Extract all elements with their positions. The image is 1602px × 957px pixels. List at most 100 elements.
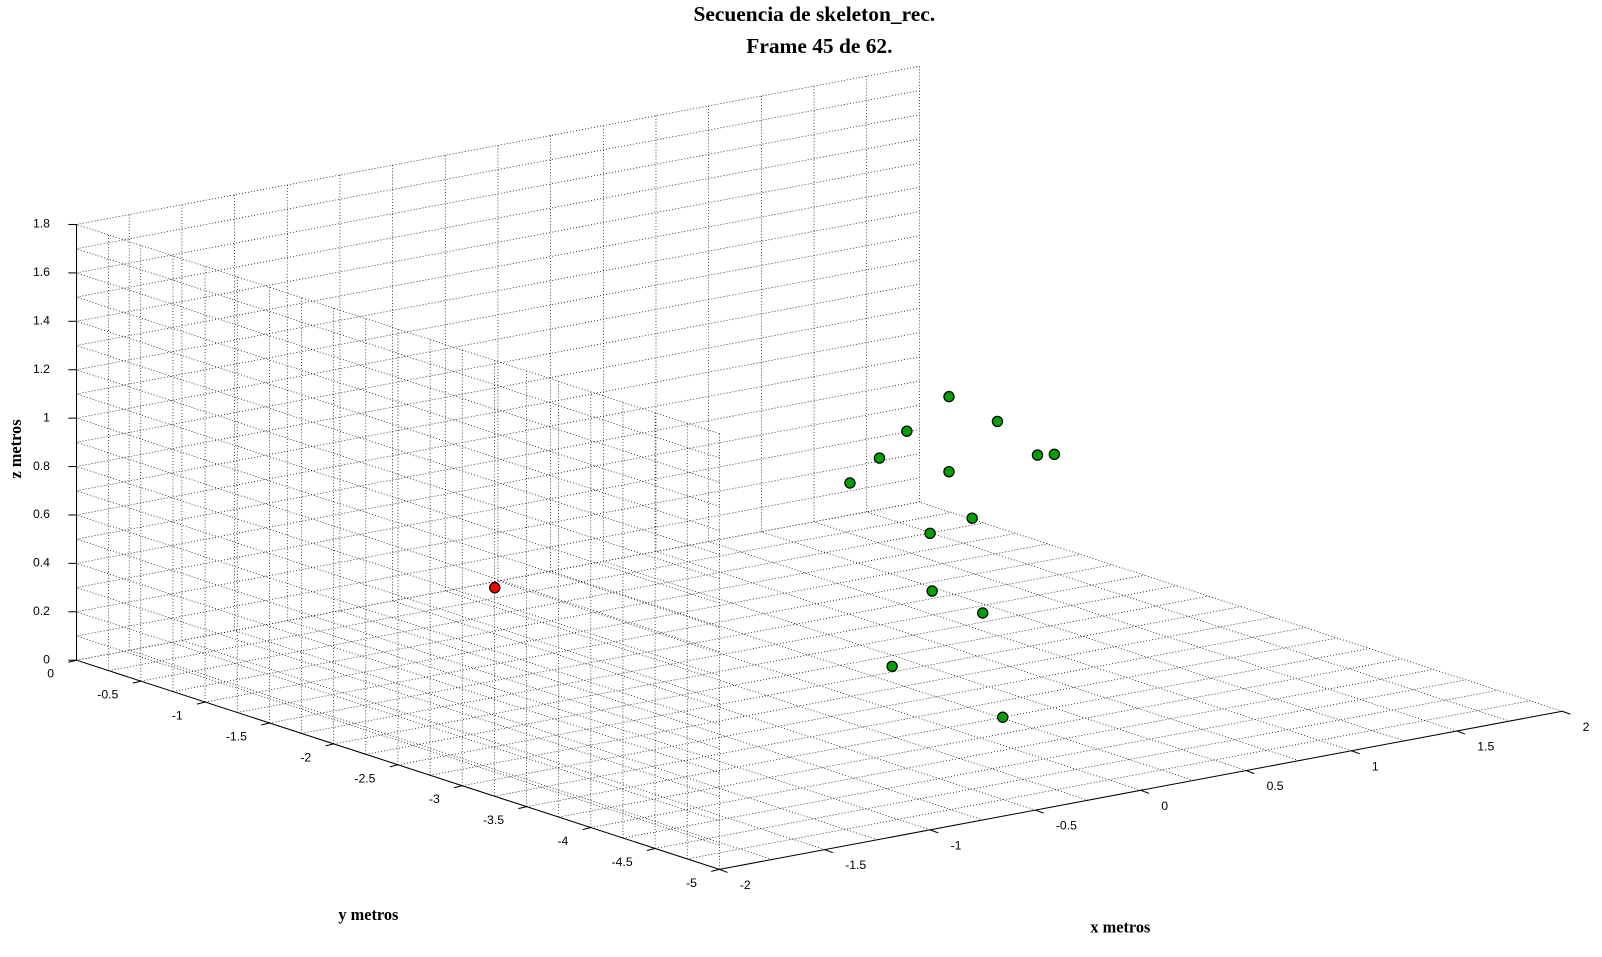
z-tick-label: 1.4 [33,314,50,328]
point [943,390,955,403]
grid-line [76,501,920,661]
z-tick-label: 1.6 [33,265,50,279]
y-tick-label: -1 [172,709,183,723]
grid-line [76,563,720,773]
point [489,581,501,594]
x-tick-label: 1.5 [1477,740,1494,754]
point [966,512,978,524]
grid-line [129,649,773,860]
grid-line [76,635,720,846]
grid-line [76,332,920,492]
y-tick [582,827,591,831]
grid-line [497,580,1141,791]
grid-line [76,235,920,395]
x-tick-label: -2 [740,878,751,892]
grid-line [234,630,878,841]
y-tick [646,847,656,851]
grid-line [76,162,920,322]
grid-line [76,283,920,443]
point [844,477,856,489]
grid-line [237,553,1081,713]
z-tick-label: 1.8 [33,217,50,231]
y-tick [711,868,720,872]
grid-line [76,224,720,435]
grid-line [76,248,720,459]
point [901,425,913,437]
y-tick-label: -0.5 [97,688,118,702]
x-tick [1245,770,1255,775]
z-tick-label: 0.8 [33,459,50,473]
grid-line [76,404,920,564]
z-tick-label: 1 [43,410,50,424]
grid-line [76,611,720,822]
y-tick [132,680,141,684]
x-tick [929,829,939,834]
grid-line [108,512,952,672]
y-tick-label: -3 [429,792,440,806]
grid-line [397,606,1241,766]
x-tick-label: -1.5 [845,858,866,872]
grid-line [76,393,720,604]
point [926,585,938,597]
grid-line [550,570,1194,781]
grid-line [813,521,1457,732]
point [976,607,989,619]
x-tick-label: 0 [1161,799,1168,813]
z-tick-label: 0.6 [33,507,50,521]
grid-line [76,259,920,419]
x-tick-label: -0.5 [1056,819,1077,833]
grid-line [445,590,1089,801]
chart-subtitle: Frame 45 de 62. [746,34,892,58]
grid-line [76,296,720,507]
z-axis-label: z metros [6,419,25,478]
y-tick-label: -2.5 [354,771,375,785]
grid-line [76,417,720,628]
grid-line [76,65,920,225]
x-tick [1351,750,1360,755]
grid-line [76,320,720,531]
grid-line [655,551,1299,761]
x-tick [719,868,728,873]
grid-line [708,541,1352,752]
point [997,711,1009,723]
grid-line [76,490,720,701]
grid-line [140,522,984,682]
grid-line [287,620,931,831]
grid-line [76,477,920,637]
grid-line [76,369,720,580]
grid-line [76,587,720,798]
y-tick-label: -4.5 [612,855,633,869]
y-tick [518,806,527,810]
grid-line [333,585,1177,745]
x-tick [824,849,834,854]
y-axis-label: y metros [338,905,398,924]
grid-line [430,616,1274,776]
grid-line [590,669,1434,828]
point [1031,449,1044,461]
y-tick-label: 0 [47,667,54,681]
grid-line [76,380,920,540]
z-tick-label: 1.2 [33,362,50,376]
grid [76,65,1563,870]
z-tick-label: 0.2 [33,604,50,618]
grid-line [494,637,1338,797]
grid-line [655,689,1499,849]
grid-line [365,595,1209,755]
grid-line [76,114,920,274]
point [886,660,898,673]
grid-line [339,610,983,821]
grid-line [76,442,720,652]
point [924,527,936,540]
grid-line [181,640,825,850]
x-axis [719,710,1563,870]
y-tick [68,659,77,663]
grid-line [526,648,1370,807]
grid-line [76,187,920,346]
z-tick-label: 0 [43,652,50,666]
x-tick [1035,809,1044,814]
grid-line [269,564,1113,724]
grid-line [866,511,1510,722]
y-tick-label: -5 [686,876,697,890]
y-tick-label: -3.5 [483,813,504,827]
